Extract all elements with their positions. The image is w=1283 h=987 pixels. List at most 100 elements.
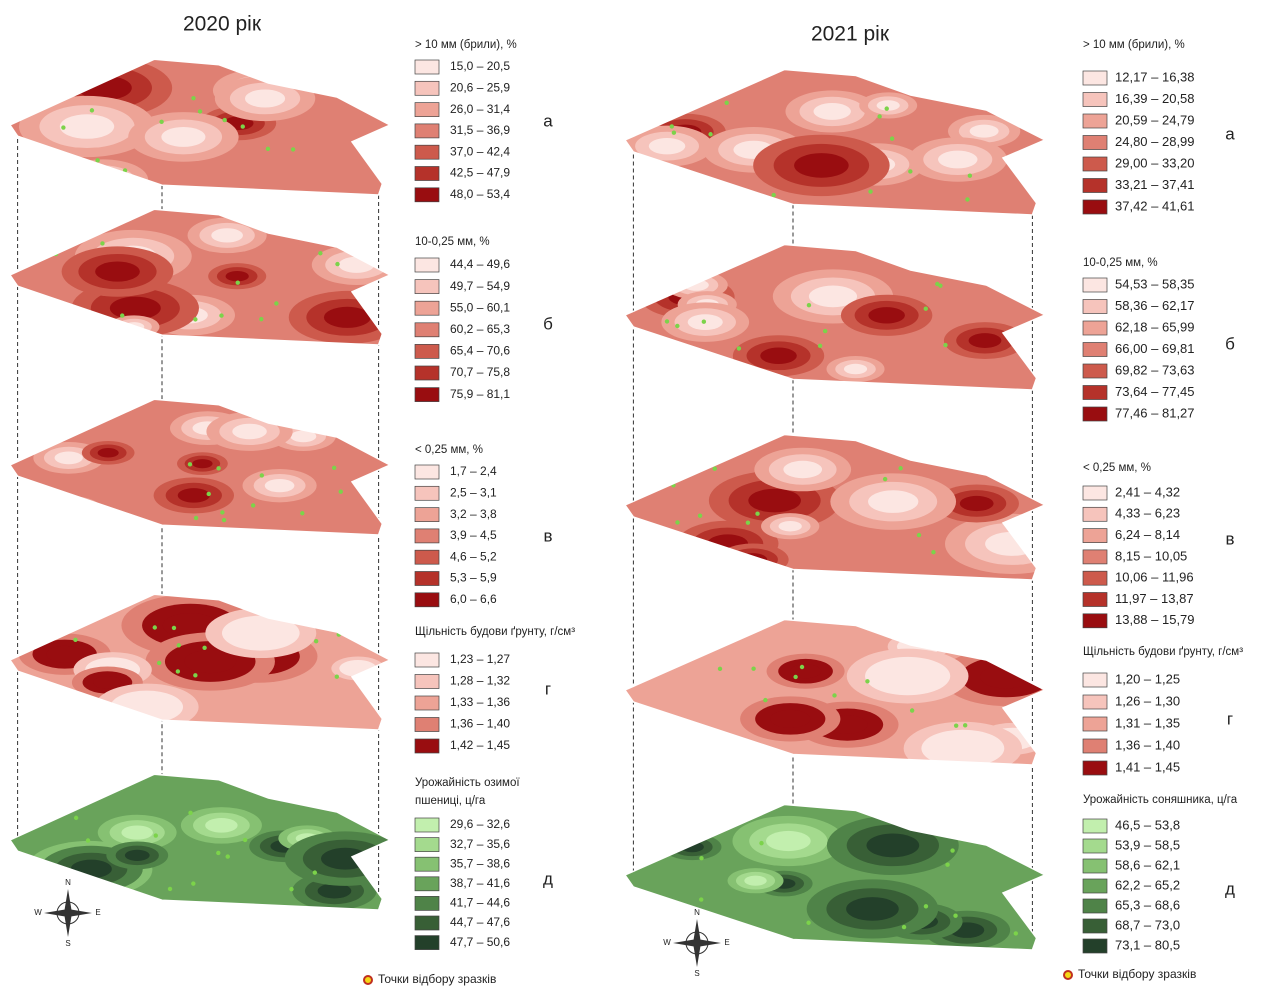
map-zone (265, 479, 295, 492)
sample-point (72, 240, 76, 244)
sample-point (910, 708, 914, 712)
legend-title: Щільність будови ґрунту, г/см³ (415, 626, 575, 638)
sample-point (193, 317, 197, 321)
map-zone (53, 500, 93, 518)
legend-swatch (1083, 529, 1107, 543)
map-layer (625, 620, 1071, 776)
legend-swatch (415, 653, 439, 667)
legend-swatch (1083, 673, 1107, 687)
legend-swatch (415, 508, 439, 522)
legend-swatch (415, 465, 439, 479)
compass: N S W E (663, 908, 729, 978)
legend-swatch (415, 124, 439, 138)
legend-swatch (1083, 136, 1107, 150)
legend-label: 58,36 – 62,17 (1115, 298, 1195, 313)
sample-point (675, 324, 679, 328)
legend-swatch (415, 818, 439, 832)
legend-label: 1,26 – 1,30 (1115, 693, 1180, 708)
map-zone (205, 818, 237, 833)
sample-point (356, 858, 360, 862)
panel-title: 2020 рік (183, 13, 262, 36)
sample-point (759, 841, 763, 845)
sample-point (259, 317, 263, 321)
legend-label: 77,46 – 81,27 (1115, 405, 1195, 420)
sample-point (800, 665, 804, 669)
layer-letter: г (545, 679, 551, 698)
map-layer (621, 70, 1045, 216)
legend-swatch (1083, 859, 1107, 873)
legend-swatch (415, 718, 439, 732)
sample-point (260, 473, 264, 477)
sample-point (807, 303, 811, 307)
sample-point (202, 646, 206, 650)
map-zone (126, 698, 168, 717)
map-zone (321, 848, 369, 870)
sample-point (670, 468, 674, 472)
sample-point (216, 851, 220, 855)
legend-title: пшениці, ц/га (415, 795, 486, 807)
sample-point (965, 197, 969, 201)
sample-point (289, 887, 293, 891)
legend-label: 69,82 – 73,63 (1115, 362, 1195, 377)
legend-swatch (1083, 571, 1107, 585)
legend-swatch (415, 739, 439, 753)
map-zone (239, 623, 283, 643)
sample-point (72, 172, 76, 176)
legend-swatch (415, 696, 439, 710)
sample-point (153, 625, 157, 629)
legend-label: 65,3 – 68,6 (1115, 897, 1180, 912)
legend-label: 1,31 – 1,35 (1115, 715, 1180, 730)
legend-swatch (1083, 919, 1107, 933)
legend-label: 53,9 – 58,5 (1115, 837, 1180, 852)
map-zone (324, 307, 371, 328)
legend-swatch (415, 857, 439, 871)
legend-swatch (415, 103, 439, 117)
legend-swatch (415, 301, 439, 315)
map-zone (967, 628, 1045, 663)
map-layer (10, 594, 390, 730)
legend-swatch (1083, 364, 1107, 378)
legend-swatch (1083, 593, 1107, 607)
sample-point (823, 329, 827, 333)
map-zone (980, 665, 1032, 688)
map-layer (10, 209, 406, 345)
legend-swatch (1083, 695, 1107, 709)
layer-letter: б (543, 314, 553, 333)
legend-label: 2,41 – 4,32 (1115, 484, 1180, 499)
map-zone (814, 103, 851, 120)
legend-label: 13,88 – 15,79 (1115, 612, 1195, 627)
sample-point (924, 904, 928, 908)
map-zone (631, 546, 705, 579)
legend-label: 20,6 – 25,9 (450, 80, 510, 94)
sample-point (168, 887, 172, 891)
sample-point (698, 514, 702, 518)
legend-swatch (415, 572, 439, 586)
legend-label: 75,9 – 81,1 (450, 387, 510, 401)
legend-label: 26,0 – 31,4 (450, 102, 510, 116)
sample-point (159, 120, 163, 124)
sample-point (675, 520, 679, 524)
legend-label: 44,4 – 49,6 (450, 257, 510, 271)
sample-point (755, 512, 759, 516)
svg-text:S: S (694, 969, 699, 978)
map-layer (10, 774, 406, 910)
map-zone (161, 127, 205, 147)
svg-text:W: W (34, 908, 42, 917)
svg-text:N: N (694, 908, 700, 917)
sample-point (931, 550, 935, 554)
legend-swatch (1083, 486, 1107, 500)
sample-point (943, 343, 947, 347)
legend-swatch (1083, 614, 1107, 628)
legend-swatch (415, 145, 439, 159)
legend-label: 6,0 – 6,6 (450, 592, 497, 606)
legend-label: 68,7 – 73,0 (1115, 917, 1180, 932)
sample-point (74, 816, 78, 820)
sample-point (300, 511, 304, 515)
map-zone (969, 333, 1002, 348)
sample-point (702, 320, 706, 324)
legend-swatch (415, 81, 439, 95)
legend-label: 42,5 – 47,9 (450, 166, 510, 180)
legend-label: 44,7 – 47,6 (450, 915, 510, 929)
map-zone (766, 831, 811, 851)
legend-swatch (415, 877, 439, 891)
